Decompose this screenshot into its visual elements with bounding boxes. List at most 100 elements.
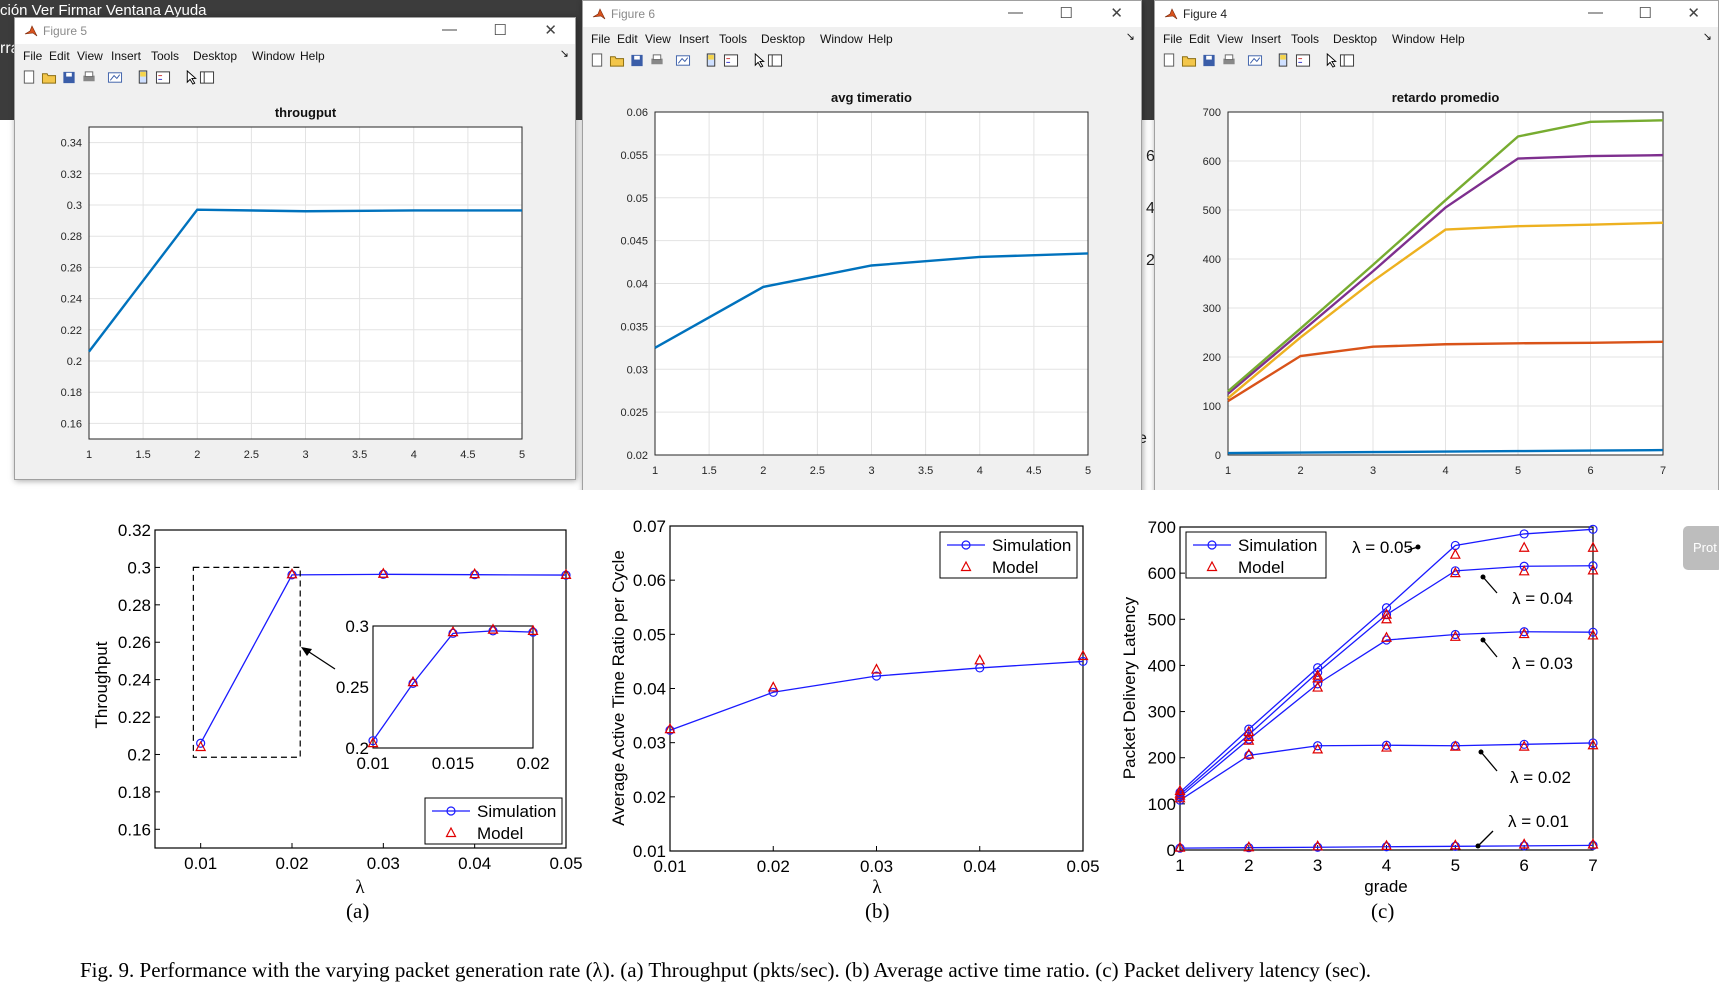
menu-item-file[interactable]: File <box>1163 32 1183 46</box>
menu-item-desktop[interactable]: Desktop <box>761 32 806 46</box>
property-editor-icon[interactable] <box>1339 53 1355 68</box>
menu-item-file[interactable]: File <box>23 49 43 63</box>
model-marker <box>469 567 481 579</box>
menu-item-window[interactable]: Window <box>252 49 295 63</box>
figure-5-window[interactable]: Figure 5 — ☐ ✕ File Edit View Insert Tools Deskto… <box>14 17 576 480</box>
new-file-icon[interactable] <box>589 53 605 68</box>
x-tick-label: 6 <box>1587 465 1593 477</box>
y-tick-label: 0.035 <box>620 321 648 333</box>
x-tick-label: 3.5 <box>352 449 367 461</box>
link-plot-icon[interactable] <box>107 70 123 85</box>
x-tick-label: 0.02 <box>757 857 790 876</box>
colorbar-icon[interactable] <box>703 53 719 68</box>
link-plot-icon[interactable] <box>675 53 691 68</box>
menu-item-insert[interactable]: Insert <box>679 32 710 46</box>
legend-icon[interactable] <box>723 53 739 68</box>
close-button[interactable]: ✕ <box>1110 5 1123 22</box>
minimize-button[interactable]: — <box>442 21 457 38</box>
property-editor-icon[interactable] <box>199 70 215 85</box>
model-marker <box>1381 741 1392 752</box>
menu-item-insert[interactable]: Insert <box>111 49 142 63</box>
dock-arrow-icon[interactable]: ↘ <box>559 48 569 60</box>
close-button[interactable]: ✕ <box>544 22 557 39</box>
x-tick-label: 4 <box>1442 465 1448 477</box>
menu-item-view[interactable]: View <box>645 32 671 46</box>
menu-item-edit[interactable]: Edit <box>49 49 70 63</box>
save-icon[interactable] <box>629 53 645 68</box>
model-marker <box>1518 838 1530 849</box>
simulation-marker <box>1588 840 1598 850</box>
close-button[interactable]: ✕ <box>1687 5 1700 22</box>
menu-item-tools[interactable]: Tools <box>719 32 748 46</box>
link-plot-icon[interactable] <box>1247 53 1263 68</box>
menu-item-help[interactable]: Help <box>868 32 893 46</box>
open-folder-icon[interactable] <box>41 70 57 85</box>
open-folder-icon[interactable] <box>1181 53 1197 68</box>
y-tick-label: 0.04 <box>627 279 648 291</box>
menu-item-file[interactable]: File <box>591 32 611 46</box>
window-titlebar[interactable]: Figure 4 — ☐ ✕ <box>1155 1 1718 27</box>
figure-6-window[interactable]: Figure 6 — ☐ ✕ File Edit View Insert Tools Deskto… <box>582 0 1142 500</box>
dock-arrow-icon[interactable]: ↘ <box>1125 31 1135 43</box>
y-tick-label: 0.2 <box>67 356 82 368</box>
simulation-marker <box>196 738 206 748</box>
simulation-marker <box>1450 566 1460 576</box>
y-tick-label: 0.05 <box>627 193 648 205</box>
menu-item-help[interactable]: Help <box>300 49 325 63</box>
menu-item-window[interactable]: Window <box>820 32 863 46</box>
x-tick-label: 4 <box>1382 856 1391 875</box>
menu-item-view[interactable]: View <box>1217 32 1243 46</box>
colorbar-icon[interactable] <box>1275 53 1291 68</box>
pointer-icon[interactable] <box>183 70 199 85</box>
save-icon[interactable] <box>61 70 77 85</box>
paper-panel: 0.01 0.02 0.03 0.04 0.05 0.16 0.18 0.2 0.22 0.24 0… <box>92 521 583 898</box>
x-axis-label: grade <box>1364 877 1407 896</box>
menu-item-help[interactable]: Help <box>1440 32 1465 46</box>
menu-item-desktop[interactable]: Desktop <box>193 49 238 63</box>
legend-icon[interactable] <box>155 70 171 85</box>
x-axis-label: λ <box>355 877 365 898</box>
new-file-icon[interactable] <box>21 70 37 85</box>
strip-letter: 6 <box>1146 148 1155 165</box>
model-marker <box>447 625 459 637</box>
menu-item-view[interactable]: View <box>77 49 103 63</box>
y-tick-label: 300 <box>1148 703 1176 722</box>
new-file-icon[interactable] <box>1161 53 1177 68</box>
menu-item-insert[interactable]: Insert <box>1251 32 1282 46</box>
menu-item-edit[interactable]: Edit <box>1189 32 1210 46</box>
window-title: Figure 4 <box>1183 7 1228 21</box>
chart: 1 1.5 2 2.5 3 3.5 4 4.5 5 0.02 0.025 0.03 0.035 0.04 0… <box>620 90 1091 477</box>
figure-4-window[interactable]: Figure 4 — ☐ ✕ File Edit View Insert Tools Deskto… <box>1154 0 1719 500</box>
pointer-icon[interactable] <box>1323 53 1339 68</box>
y-tick-label: 0.01 <box>633 842 666 861</box>
dock-arrow-icon[interactable]: ↘ <box>1702 31 1712 43</box>
pointer-icon[interactable] <box>751 53 767 68</box>
matlab-logo-icon <box>24 25 38 37</box>
annotation-arrow-head <box>1478 749 1484 755</box>
print-icon[interactable] <box>649 53 665 68</box>
print-icon[interactable] <box>81 70 97 85</box>
menu-item-window[interactable]: Window <box>1392 32 1435 46</box>
colorbar-icon[interactable] <box>135 70 151 85</box>
menu-item-desktop[interactable]: Desktop <box>1333 32 1378 46</box>
minimize-button[interactable]: — <box>1008 4 1023 21</box>
menu-item-edit[interactable]: Edit <box>617 32 638 46</box>
menu-item-tools[interactable]: Tools <box>151 49 180 63</box>
maximize-button[interactable]: ☐ <box>1638 5 1652 22</box>
window-titlebar[interactable]: Figure 5 — ☐ ✕ <box>15 18 575 44</box>
y-tick-label: 0.18 <box>61 387 82 399</box>
minimize-button[interactable]: — <box>1588 4 1603 21</box>
property-editor-icon[interactable] <box>767 53 783 68</box>
open-folder-icon[interactable] <box>609 53 625 68</box>
model-marker <box>1518 740 1530 751</box>
maximize-button[interactable]: ☐ <box>493 22 507 39</box>
side-button[interactable]: Prot <box>1683 526 1719 570</box>
window-titlebar[interactable]: Figure 6 — ☐ ✕ <box>583 1 1141 27</box>
save-icon[interactable] <box>1201 53 1217 68</box>
print-icon[interactable] <box>1221 53 1237 68</box>
series-line <box>1227 153 1664 395</box>
legend-icon[interactable] <box>1295 53 1311 68</box>
y-tick-label: 0.24 <box>118 671 151 690</box>
maximize-button[interactable]: ☐ <box>1059 5 1073 22</box>
menu-item-tools[interactable]: Tools <box>1291 32 1320 46</box>
